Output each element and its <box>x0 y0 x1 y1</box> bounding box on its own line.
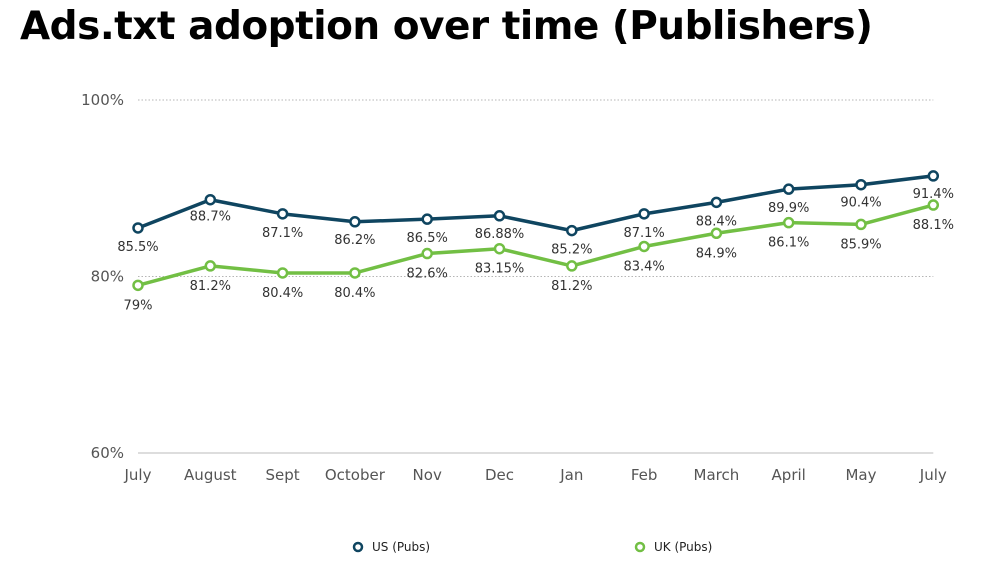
data-point <box>493 210 506 222</box>
data-label: 85.5% <box>117 240 158 255</box>
data-point <box>710 227 723 240</box>
data-label: 86.1% <box>768 236 809 251</box>
data-point <box>349 267 361 279</box>
x-tick-label: August <box>184 466 237 484</box>
data-point <box>782 216 795 229</box>
data-point <box>638 240 650 253</box>
data-label: 80.4% <box>262 286 303 301</box>
data-point <box>276 208 289 220</box>
data-point <box>927 199 940 211</box>
data-label: 88.1% <box>913 218 954 233</box>
legend-marker <box>352 541 364 553</box>
chart-title: Ads.txt adoption over time (Publishers) <box>20 4 873 49</box>
y-tick-label: 100% <box>81 91 124 109</box>
x-tick-label: October <box>325 466 386 484</box>
data-point <box>493 242 506 255</box>
series-line-us <box>136 174 936 233</box>
x-tick-label: July <box>919 466 947 484</box>
data-point <box>566 224 578 237</box>
data-point <box>349 216 361 228</box>
data-label: 91.4% <box>913 187 954 202</box>
legend-label: UK (Pubs) <box>654 540 712 554</box>
data-label: 87.1% <box>262 226 303 241</box>
legend-label: US (Pubs) <box>372 540 430 554</box>
data-point <box>204 260 217 272</box>
data-point <box>421 247 433 260</box>
data-label: 81.2% <box>190 279 231 294</box>
data-label: 86.88% <box>475 227 525 242</box>
x-tick-label: Jan <box>559 466 583 484</box>
x-tick-label: Sept <box>266 466 300 484</box>
data-point <box>710 196 723 209</box>
data-point <box>927 170 940 182</box>
x-tick-label: April <box>772 466 806 484</box>
x-tick-label: Nov <box>413 466 442 484</box>
x-tick-label: May <box>845 466 876 484</box>
series-line-uk <box>136 203 936 288</box>
data-point <box>566 260 578 272</box>
data-point <box>204 193 217 206</box>
data-label: 85.2% <box>551 243 592 258</box>
data-point <box>638 208 650 220</box>
data-point <box>421 213 433 225</box>
data-label: 84.9% <box>696 246 737 261</box>
data-label: 83.4% <box>623 259 664 274</box>
x-tick-label: Feb <box>631 466 658 484</box>
data-point <box>855 178 867 191</box>
data-point <box>855 218 867 231</box>
data-point <box>132 279 144 292</box>
data-point <box>276 267 289 279</box>
legend-marker <box>634 541 646 553</box>
data-label: 79% <box>124 298 153 313</box>
data-label: 89.9% <box>768 201 809 216</box>
data-label: 83.15% <box>475 262 525 277</box>
data-label: 87.1% <box>623 226 664 241</box>
x-tick-label: Dec <box>485 466 514 484</box>
x-tick-label: March <box>694 466 740 484</box>
y-tick-label: 60% <box>91 444 124 462</box>
data-label: 85.9% <box>840 237 881 252</box>
data-label: 81.2% <box>551 279 592 294</box>
data-label: 88.7% <box>190 210 231 225</box>
data-label: 86.2% <box>334 233 375 248</box>
data-label: 88.4% <box>696 214 737 229</box>
x-tick-label: July <box>124 466 152 484</box>
data-label: 86.5% <box>407 231 448 246</box>
y-tick-label: 80% <box>91 268 124 286</box>
data-label: 82.6% <box>407 267 448 282</box>
data-point <box>132 222 144 234</box>
data-label: 90.4% <box>840 196 881 211</box>
data-label: 80.4% <box>334 286 375 301</box>
data-point <box>782 183 795 195</box>
